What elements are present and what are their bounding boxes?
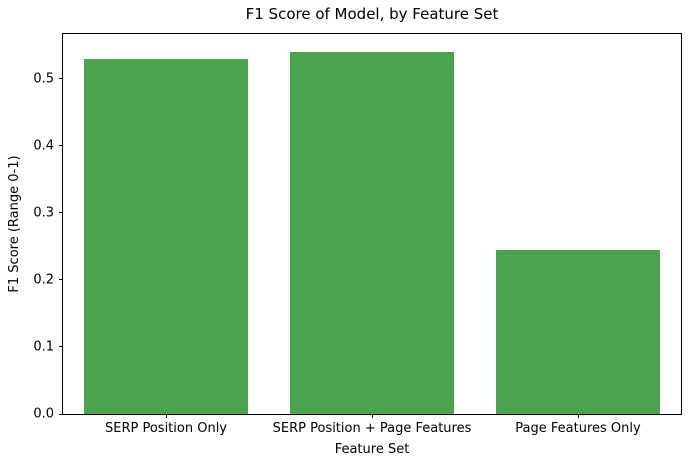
bar: [495, 249, 661, 414]
y-tick-label: 0.3: [33, 205, 54, 221]
bar: [83, 58, 249, 414]
x-tick-label: SERP Position Only: [105, 421, 227, 436]
bar: [289, 52, 455, 414]
y-tick-mark: [59, 279, 63, 281]
plot-area: 0.0 0.1 0.2 0.3 0.4 0.5 SERP Position Only SERP…: [33, 33, 682, 436]
x-tick-label: SERP Position + Page Features: [272, 421, 472, 436]
y-tick-label: 0.5: [33, 71, 54, 87]
y-tick-label: 0.4: [33, 138, 54, 154]
x-tick-mark: [371, 414, 373, 418]
x-axis-label: Feature Set: [334, 442, 410, 457]
x-tick-mark: [165, 414, 167, 418]
y-tick-label: 0.2: [33, 272, 54, 288]
x-tick-mark: [577, 414, 579, 418]
y-tick-mark: [59, 78, 63, 80]
y-tick-mark: [59, 413, 63, 415]
y-tick-mark: [59, 145, 63, 147]
chart-title: F1 Score of Model, by Feature Set: [245, 5, 499, 23]
y-tick-mark: [59, 346, 63, 348]
x-tick-label: Page Features Only: [515, 421, 641, 436]
y-tick-label: 0.1: [33, 339, 54, 355]
y-axis-label: F1 Score (Range 0-1): [7, 155, 22, 293]
y-tick-mark: [59, 212, 63, 214]
y-tick-label: 0.0: [33, 406, 54, 422]
